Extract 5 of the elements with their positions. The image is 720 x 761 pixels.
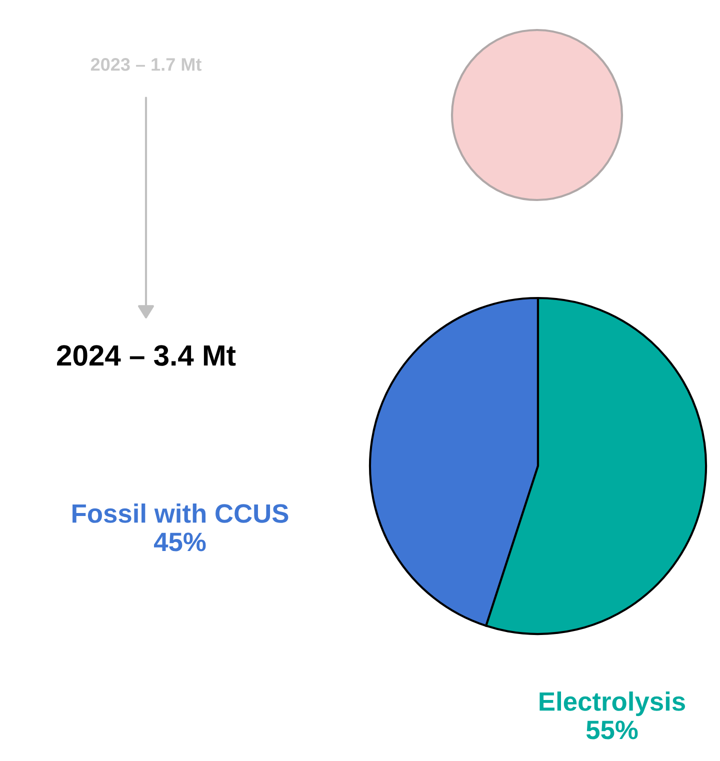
- data-label: 45%: [154, 532, 206, 552]
- text: 2024 – 3.4 Mt: [57, 345, 236, 366]
- slice-label: Electrolysis: [540, 691, 685, 716]
- slice-label: Fossil with CCUS: [72, 503, 288, 523]
- data-label: 55%: [586, 720, 638, 740]
